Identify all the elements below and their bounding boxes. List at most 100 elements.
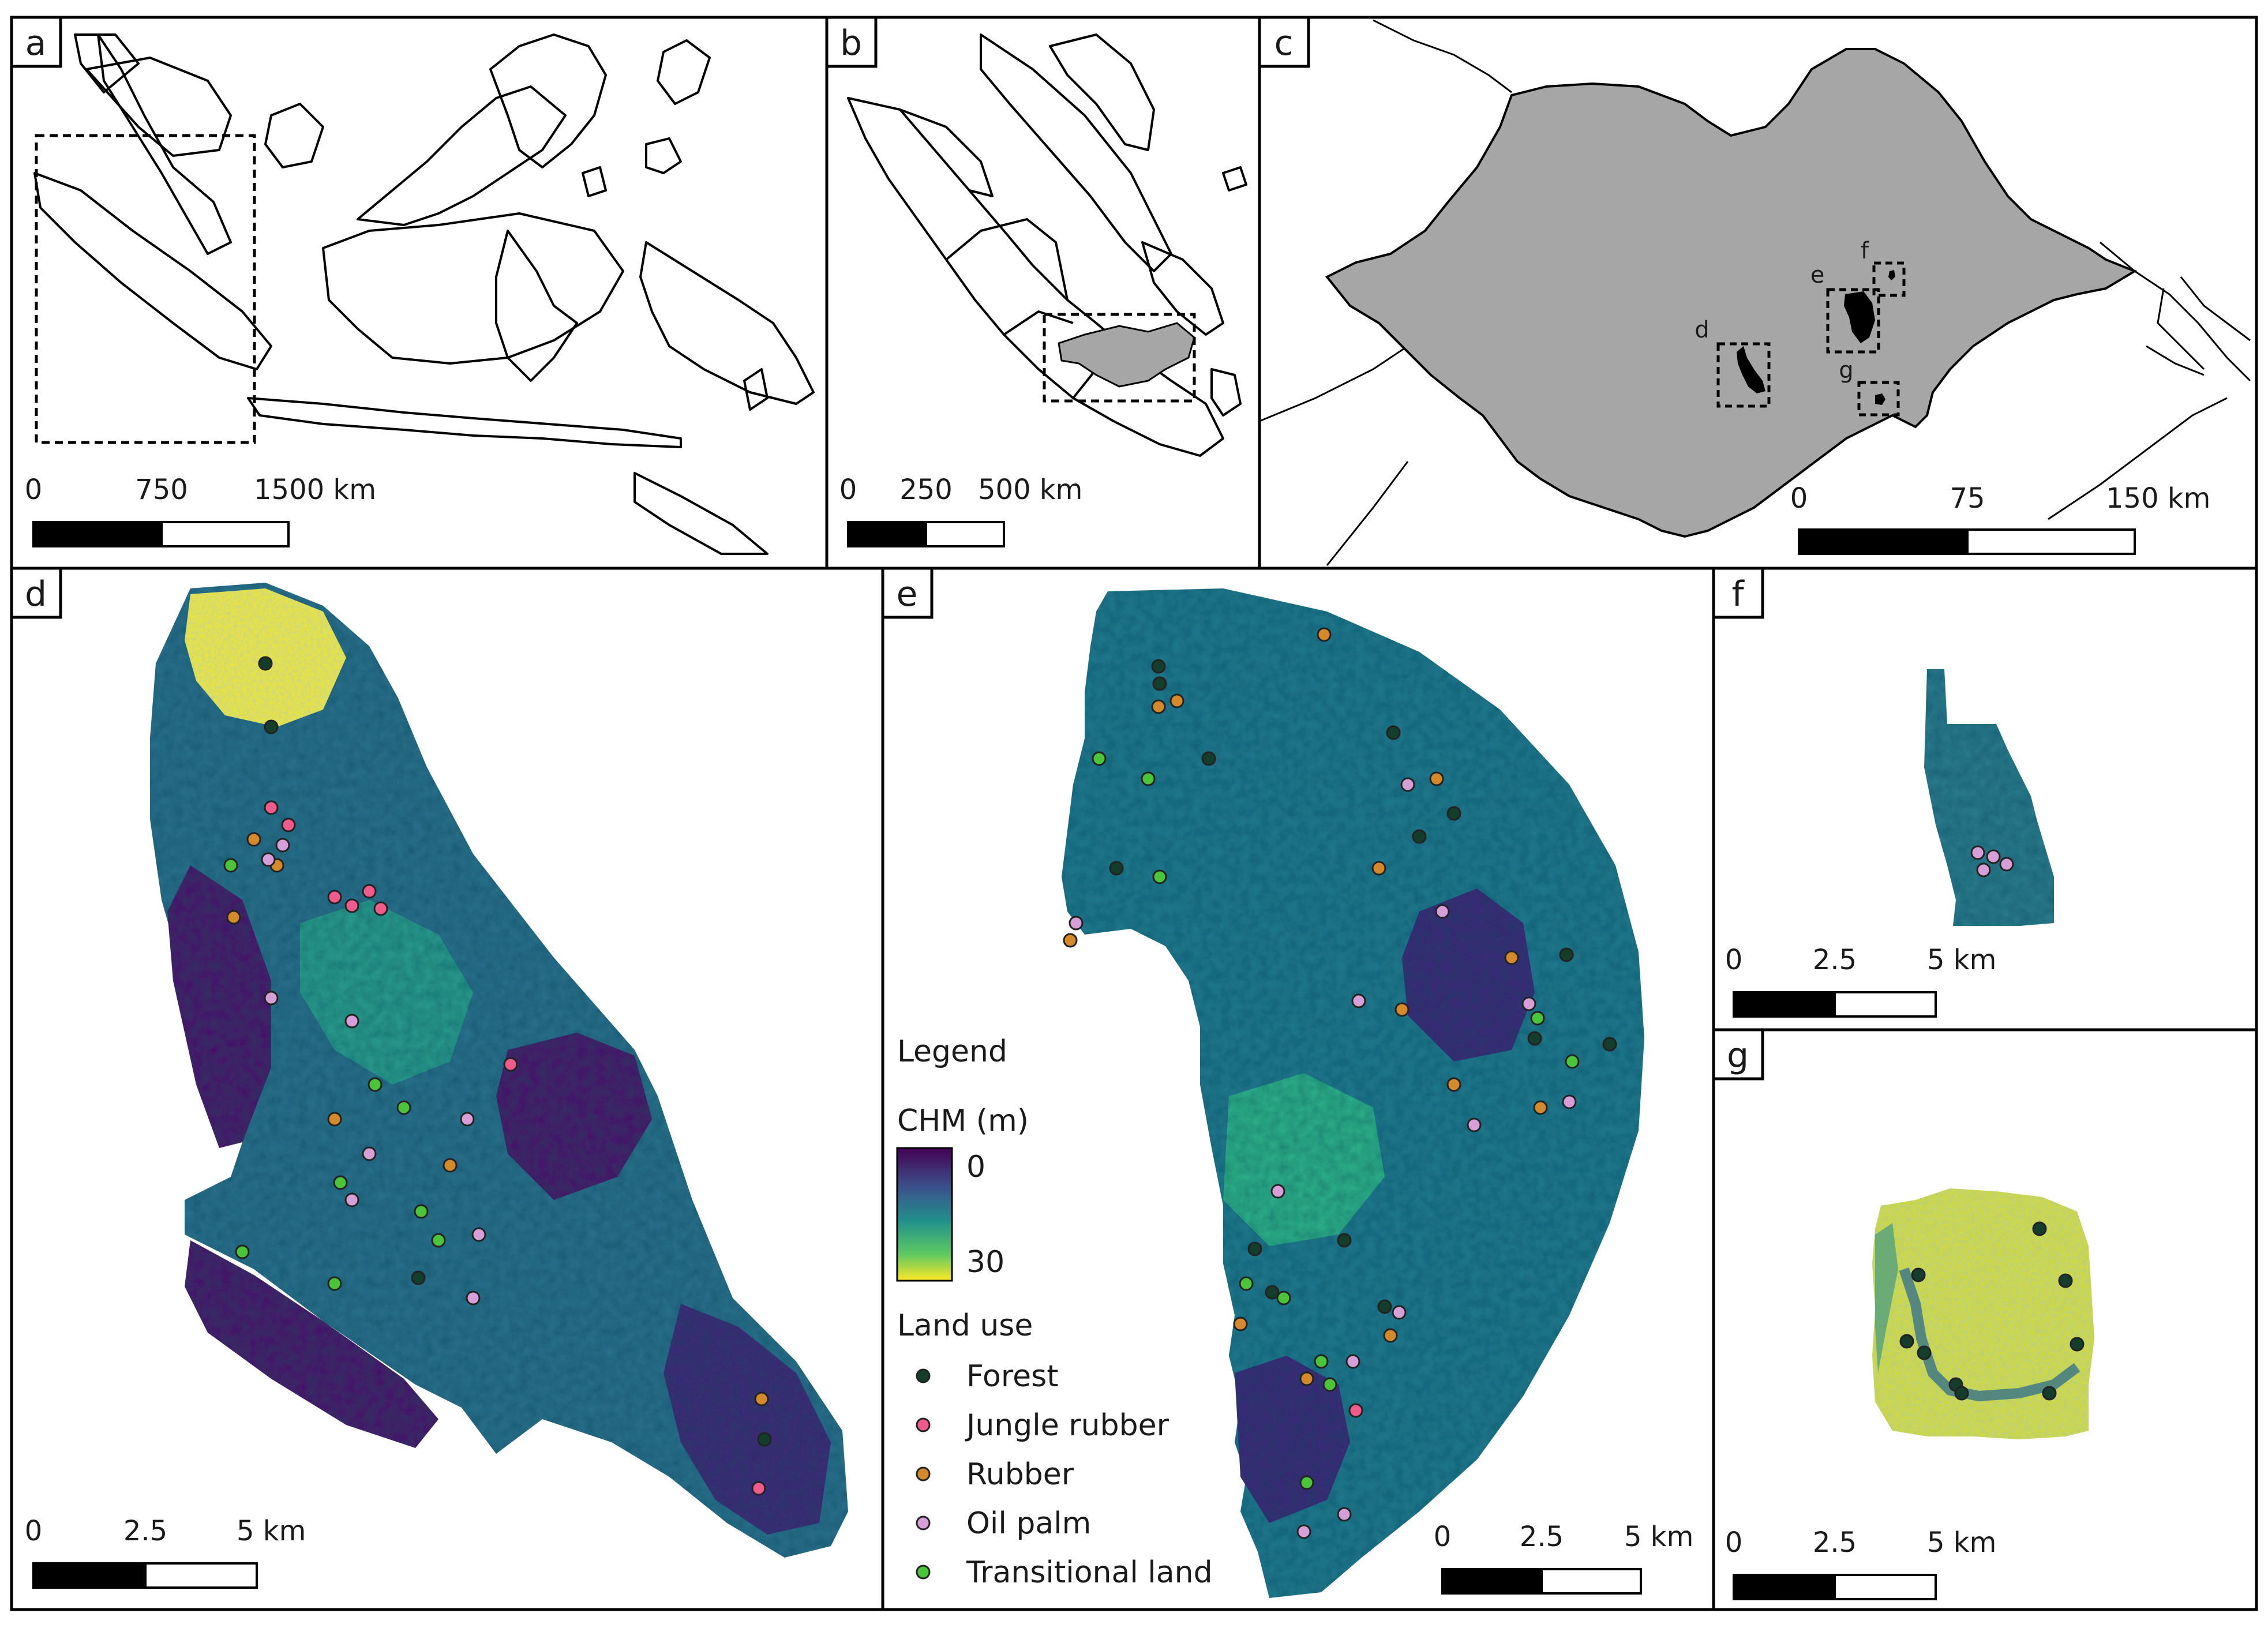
panel-a-overview-map: a 0 750 1500 km bbox=[10, 16, 829, 570]
forest-point bbox=[264, 719, 279, 734]
legend-title: Legend bbox=[897, 1034, 1007, 1069]
scale-segment-white bbox=[1834, 991, 1937, 1018]
scale-tick-label: 5 km bbox=[1927, 1526, 1996, 1559]
forest-point bbox=[1559, 947, 1574, 962]
jungle-rubber-point bbox=[751, 1481, 766, 1496]
scale-tick-label: 150 km bbox=[2106, 482, 2210, 515]
forest-point bbox=[1899, 1334, 1914, 1349]
chm-low-canopy-zone bbox=[185, 1240, 438, 1448]
scale-segment-white bbox=[1540, 1568, 1642, 1595]
panel-label-box bbox=[10, 567, 62, 619]
neighbor-boundaries bbox=[1259, 19, 2251, 566]
scale-bar: 0 2.5 5 km bbox=[1725, 944, 1996, 1018]
scale-tick-label: 5 km bbox=[1624, 1521, 1693, 1553]
forest-point bbox=[1377, 1299, 1392, 1314]
forest-point bbox=[1446, 806, 1461, 821]
jungle-rubber-point bbox=[344, 898, 359, 913]
chm-raster bbox=[150, 583, 848, 1558]
transitional-land-point bbox=[333, 1175, 348, 1190]
rubber-point bbox=[1504, 950, 1519, 965]
panel-label: g bbox=[1727, 1036, 1749, 1076]
panel-label-box bbox=[10, 16, 62, 68]
legend-swatch bbox=[916, 1417, 931, 1432]
chm-raster bbox=[1924, 669, 2054, 926]
panel-label: b bbox=[840, 23, 862, 63]
legend-label: Forest bbox=[966, 1359, 1059, 1394]
rubber-point bbox=[1394, 1002, 1409, 1017]
legend-swatch bbox=[916, 1466, 931, 1481]
oil-palm-point bbox=[1435, 904, 1450, 919]
site-d-outline bbox=[1737, 346, 1765, 393]
oil-palm-point bbox=[1296, 1524, 1311, 1539]
jungle-rubber-point bbox=[362, 884, 377, 899]
scale-bar: 0 2.5 5 km bbox=[1725, 1526, 1996, 1600]
legend-swatch bbox=[916, 1516, 931, 1531]
scale-tick-label: 0 bbox=[1434, 1521, 1452, 1553]
oil-palm-point bbox=[344, 1192, 359, 1207]
oil-palm-point bbox=[1345, 1354, 1360, 1369]
oil-palm-point bbox=[1337, 1507, 1352, 1522]
forest-point bbox=[2070, 1337, 2085, 1352]
legend-item-jungle-rubber: Jungle rubber bbox=[916, 1408, 1169, 1443]
rubber-point bbox=[246, 832, 261, 847]
scale-segment-white bbox=[160, 521, 290, 547]
jungle-rubber-point bbox=[281, 817, 296, 832]
rubber-point bbox=[1299, 1371, 1314, 1386]
legend-label: Transitional land bbox=[966, 1555, 1213, 1590]
rubber-point bbox=[1169, 693, 1184, 708]
scale-tick-label: 250 bbox=[899, 474, 953, 506]
oil-palm-point bbox=[261, 852, 276, 867]
transitional-land-point bbox=[368, 1077, 383, 1092]
panel-label-box bbox=[825, 16, 878, 68]
legend: Legend CHM (m) 0 30 Land use Forest Jung… bbox=[896, 1034, 1213, 1590]
land-use-title: Land use bbox=[897, 1308, 1033, 1343]
panel-g-chm-site: g 0 2.5 5 km bbox=[1712, 1028, 2258, 1611]
forest-point bbox=[1412, 829, 1427, 844]
jungle-rubber-point bbox=[1348, 1403, 1363, 1418]
forest-point bbox=[1201, 751, 1216, 766]
transitional-land-point bbox=[1322, 1377, 1337, 1392]
panel-frame bbox=[10, 16, 829, 570]
forest-point bbox=[1602, 1037, 1617, 1052]
forest-point bbox=[1911, 1267, 1926, 1282]
oil-palm-point bbox=[1976, 862, 1991, 877]
oil-palm-point bbox=[1392, 1305, 1407, 1320]
chm-low-canopy-zone bbox=[1235, 1356, 1350, 1523]
forest-point bbox=[1954, 1386, 1969, 1401]
rubber-point bbox=[1233, 1316, 1248, 1331]
legend-label: Rubber bbox=[966, 1457, 1074, 1492]
chm-colorbar bbox=[896, 1147, 953, 1282]
legend-item-oil-palm: Oil palm bbox=[916, 1506, 1091, 1541]
panel-d-chm-site: d 0 2.5 5 km bbox=[10, 567, 884, 1611]
scale-bar: 0 75 150 km bbox=[1790, 482, 2210, 555]
panel-label-box bbox=[1712, 567, 1764, 619]
legend-item-rubber: Rubber bbox=[916, 1457, 1074, 1492]
scale-segment-black bbox=[1733, 991, 1836, 1018]
oil-palm-point bbox=[1467, 1117, 1482, 1132]
oil-palm-point bbox=[471, 1227, 486, 1242]
forest-point bbox=[1337, 1233, 1352, 1248]
legend-label: Oil palm bbox=[966, 1506, 1091, 1541]
oil-palm-point bbox=[1999, 857, 2014, 872]
oil-palm-point bbox=[1970, 845, 1985, 860]
scale-segment-black bbox=[32, 1562, 147, 1589]
site-label-g: g bbox=[1839, 357, 1853, 384]
panel-c-jambi-map: d e f g c 0 75 150 km bbox=[1258, 16, 2258, 570]
chm-low-canopy-zone bbox=[663, 1304, 831, 1535]
rubber-point bbox=[1317, 627, 1332, 642]
oil-palm-point bbox=[1562, 1094, 1577, 1109]
transitional-land-point bbox=[235, 1244, 250, 1259]
chm-low-canopy-zone bbox=[496, 1033, 652, 1200]
chm-min-label: 0 bbox=[966, 1150, 985, 1184]
scale-tick-label: 0 bbox=[1725, 1526, 1743, 1559]
scale-tick-label: 0 bbox=[25, 474, 43, 506]
oil-palm-point bbox=[1521, 996, 1536, 1011]
oil-palm-point bbox=[1069, 916, 1084, 931]
forest-point bbox=[2032, 1221, 2047, 1236]
forest-point bbox=[2058, 1273, 2073, 1288]
scale-tick-label: 750 bbox=[135, 474, 188, 506]
forest-point bbox=[1152, 676, 1167, 691]
scale-segment-black bbox=[1733, 1574, 1836, 1600]
forest-point bbox=[258, 656, 273, 671]
forest-point bbox=[757, 1432, 772, 1447]
